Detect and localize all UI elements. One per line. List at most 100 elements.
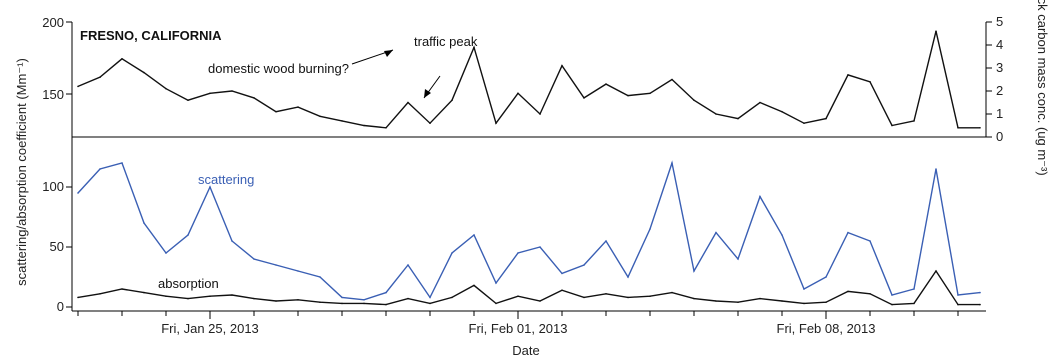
left-tick-label-150: 150 (42, 87, 64, 102)
bc-point (209, 92, 211, 95)
scattering-point (165, 252, 167, 254)
bc-point (693, 99, 695, 101)
absorption-point (451, 296, 453, 299)
absorption-point (297, 299, 299, 301)
absorption-point (627, 296, 629, 299)
absorption-point (231, 294, 233, 296)
scattering-point (341, 296, 343, 299)
bc-point (297, 106, 299, 108)
bc-point (671, 78, 673, 81)
scattering-point (825, 276, 827, 278)
scattering-point (385, 291, 387, 294)
bc-point (143, 71, 145, 74)
scattering-point (583, 264, 585, 266)
left-tick-label-50: 50 (50, 239, 64, 254)
absorption-point (77, 296, 79, 299)
right-tick-label-0: 0 (996, 129, 1003, 144)
bc-point (627, 94, 629, 97)
scattering-point (935, 168, 937, 170)
absorption-point (363, 302, 365, 305)
right-tick-label-5: 5 (996, 14, 1003, 29)
right-axis-title: black carbon mass conc. (ug m⁻³) (1035, 0, 1050, 176)
absorption-point (825, 301, 827, 304)
bc-point (649, 92, 651, 95)
absorption-point (561, 289, 563, 292)
x-axis-title: Date (512, 343, 539, 357)
right-tick-label-3: 3 (996, 60, 1003, 75)
series-line-black-carbon (77, 31, 980, 129)
scattering-point (121, 162, 123, 164)
absorption-point (319, 301, 321, 304)
scattering-point (869, 240, 871, 242)
bc-point (429, 122, 431, 124)
bc-point (913, 120, 915, 122)
absorption-point (957, 303, 959, 306)
absorption-point (671, 291, 673, 294)
absorption-point (693, 297, 695, 300)
left-tick-label-0: 0 (57, 299, 64, 314)
bc-point (407, 101, 409, 104)
bc-point (77, 85, 79, 88)
scattering-point (187, 234, 189, 236)
scattering-point (891, 294, 893, 296)
right-tick-label-2: 2 (996, 83, 1003, 98)
bc-point (451, 99, 453, 101)
right-tick-label-1: 1 (996, 106, 1003, 121)
absorption-point (583, 296, 585, 299)
scattering-point (275, 264, 277, 266)
bc-point (121, 58, 123, 60)
scattering-point (77, 192, 79, 194)
annotation-traffic-peak: traffic peak (414, 34, 478, 49)
bc-point (253, 97, 255, 99)
right-tick-label-4: 4 (996, 37, 1003, 52)
absorption-point (979, 303, 981, 306)
scattering-point (517, 252, 519, 254)
bottom-series-group (77, 160, 981, 306)
series-label-absorption: absorption (158, 276, 219, 291)
scattering-point (231, 240, 233, 242)
scattering-point (99, 168, 101, 170)
bc-point (759, 101, 761, 104)
absorption-point (253, 297, 255, 300)
bc-point (847, 74, 849, 76)
bc-point (231, 90, 233, 92)
bc-point (473, 46, 475, 49)
black-carbon-series (77, 30, 981, 129)
bc-point (891, 124, 893, 127)
scattering-point (649, 228, 651, 230)
bc-point (979, 127, 981, 129)
scattering-point (605, 240, 607, 242)
chart-title: FRESNO, CALIFORNIA (80, 28, 222, 43)
scattering-point (759, 195, 761, 198)
absorption-point (649, 295, 651, 298)
bc-point (363, 124, 365, 127)
bc-point (517, 92, 519, 95)
scattering-point (913, 288, 915, 290)
series-line-scattering (77, 160, 981, 301)
bc-point (99, 76, 101, 78)
scattering-point (693, 270, 695, 272)
absorption-point (891, 303, 893, 306)
bc-point (957, 127, 959, 129)
absorption-point (275, 300, 277, 302)
scattering-point (539, 246, 541, 248)
scattering-point (451, 252, 453, 254)
absorption-point (737, 301, 739, 304)
absorption-point (385, 303, 387, 306)
bc-point (341, 120, 343, 122)
scattering-point (979, 291, 981, 294)
bc-point (319, 115, 321, 118)
bc-point (803, 122, 805, 124)
bc-point (605, 83, 607, 85)
absorption-point (803, 302, 805, 305)
absorption-point (517, 295, 519, 298)
scattering-point (737, 258, 739, 260)
bc-point (935, 30, 937, 32)
scattering-point (715, 231, 717, 234)
x-tick-label-0: Fri, Jan 25, 2013 (161, 321, 259, 336)
annotation-wood-burning: domestic wood burning? (208, 61, 349, 76)
absorption-point (715, 300, 717, 302)
bc-point (737, 117, 739, 120)
absorption-point (143, 291, 145, 294)
